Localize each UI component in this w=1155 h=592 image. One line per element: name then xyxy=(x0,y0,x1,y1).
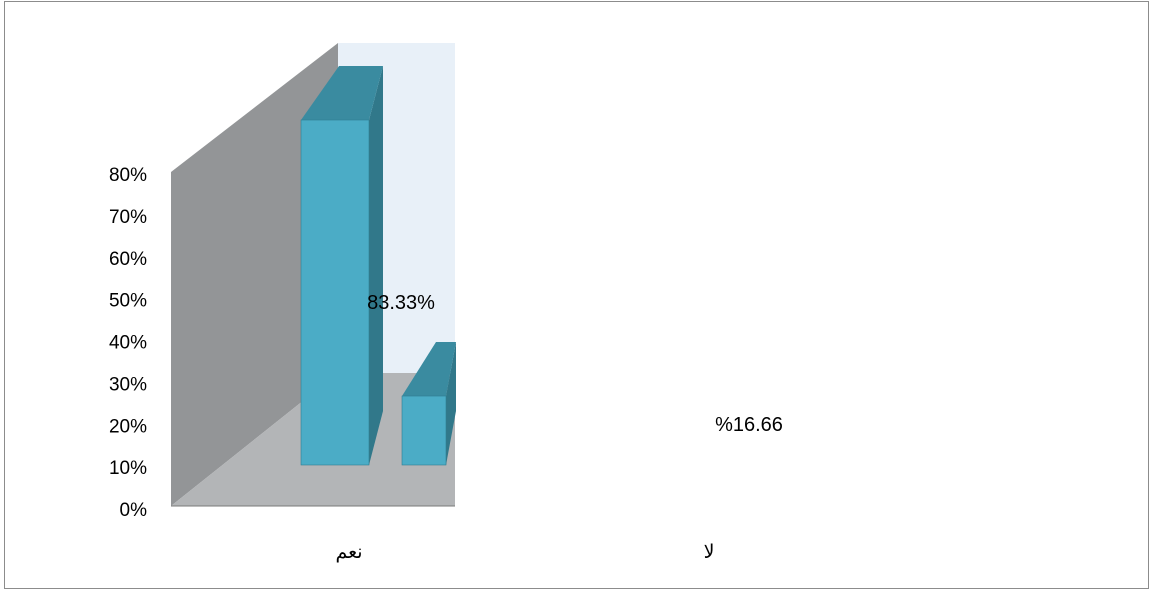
y-tick-label: 70% xyxy=(109,207,147,228)
x-category-label: نعم xyxy=(335,542,362,563)
bar xyxy=(300,66,383,466)
y-tick-label: 40% xyxy=(109,333,147,354)
chart-frame: 0% 10% 20% 30% 40% 50% 60% 70% 80% نعم لا 83.33%%… xyxy=(4,1,1149,589)
y-tick-label: 0% xyxy=(120,500,148,521)
x-axis-categories: نعم لا xyxy=(335,542,714,563)
y-tick-label: 20% xyxy=(109,416,147,437)
bar-side-face xyxy=(369,66,383,466)
y-tick-label: 50% xyxy=(109,291,147,312)
data-label: 83.33% xyxy=(367,292,435,314)
x-category-label: لا xyxy=(704,542,715,563)
bar xyxy=(401,342,456,466)
bar-top-face xyxy=(402,342,456,397)
bar-side-face xyxy=(446,342,456,465)
bar-front-face xyxy=(300,119,370,466)
data-labels: 83.33% %16.66 xyxy=(367,292,783,436)
bar-top-face xyxy=(301,66,383,121)
y-tick-label: 80% xyxy=(109,165,147,186)
bar-front-face xyxy=(401,395,447,466)
y-tick-label: 30% xyxy=(109,374,147,395)
y-tick-label: 60% xyxy=(109,249,147,270)
y-axis-ticks: 0% 10% 20% 30% 40% 50% 60% 70% 80% xyxy=(109,165,147,521)
data-label: %16.66 xyxy=(715,414,783,436)
chart-side-wall xyxy=(171,43,338,506)
bars xyxy=(300,66,456,466)
y-tick-label: 10% xyxy=(109,458,147,479)
bar-chart: 0% 10% 20% 30% 40% 50% 60% 70% 80% نعم لا 83.33%%… xyxy=(109,43,783,563)
